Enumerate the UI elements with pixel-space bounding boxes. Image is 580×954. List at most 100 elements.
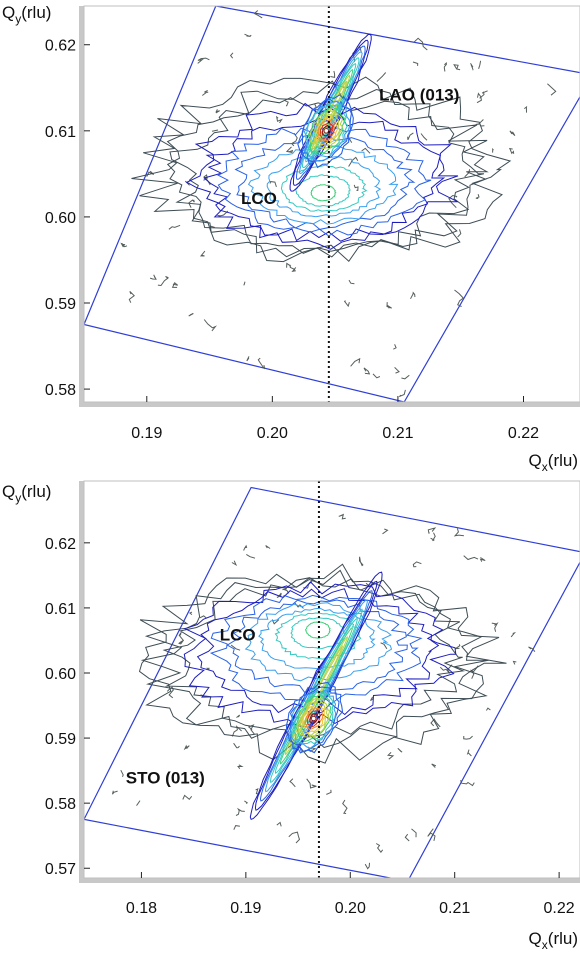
noise-contour [246,356,250,362]
axis-shadow [79,6,580,407]
film-contour [196,588,440,716]
noise-contour [386,302,392,309]
noise-contour [413,37,428,51]
film-contour [131,76,512,263]
substrate-peak-contour [314,115,339,146]
noise-contour [492,147,494,153]
noise-contour [330,70,336,79]
x-axis-title-sub: x [542,460,548,474]
film-contour [166,80,489,258]
plot-frame [83,5,580,403]
x-tick-label: 0.21 [382,425,413,442]
y-axis-title-sub: y [15,491,21,505]
noise-contour [289,778,296,788]
noise-contour [230,644,241,651]
streak-contour [274,617,358,774]
noise-contour [211,129,219,132]
noise-contour [255,787,259,795]
x-tick-label: 0.20 [335,900,366,917]
noise-contour [347,137,353,143]
streak-contour [289,644,344,747]
top-contour-panel: 0.19 0.20 0.21 0.220.580.590.600.610.62 Qy(… [2,3,580,474]
x-axis-title-main: Q [529,451,542,470]
noise-contour [188,313,194,317]
y-axis-title: Qy(rlu) [2,3,51,26]
svg-text:Qx(rlu): Qx(rlu) [529,451,578,474]
noise-contour [439,664,453,674]
streak-contour [298,51,363,175]
noise-contour [476,92,482,104]
noise-contour [370,696,374,702]
y-axis-title-main: Q [2,482,15,501]
noise-contour [326,789,332,796]
x-tick-label: 0.19 [131,425,162,442]
substrate-peak-contour [321,124,331,137]
y-axis-title-unit: (rlu) [21,482,51,501]
noise-contour [350,357,361,367]
noise-contour [427,828,436,842]
noise-contour [188,611,193,615]
noise-contour [443,61,447,72]
plot-frame [83,480,580,879]
noise-contour [401,374,410,380]
noise-contour [291,132,298,147]
y-tick-label: 0.57 [45,861,76,878]
film-contour [183,581,457,728]
x-tick-label: 0.22 [544,900,575,917]
svg-text:Qx(rlu): Qx(rlu) [529,929,578,952]
noise-contour [453,64,461,71]
substrate-peak-contour [312,113,341,149]
substrate-peak-contour [289,686,340,752]
substrate-peak-contour [293,691,334,745]
streak-contour [264,599,368,793]
noise-contour [427,527,437,534]
noise-contour [149,274,157,280]
streak-contour [279,627,353,765]
noise-contour [233,825,240,830]
film-contour [258,607,376,670]
streak-contour [269,608,363,784]
noise-contour [343,300,350,308]
noise-contour [178,639,185,645]
film-contour [247,144,399,225]
noise-contour [510,631,517,638]
noise-contour [229,52,234,59]
svg-text:Qy(rlu): Qy(rlu) [2,482,51,505]
noise-contour [348,279,355,285]
noise-contour [353,184,359,191]
film-contour [203,113,446,242]
noise-contour [430,532,436,542]
noise-contour [253,10,263,19]
noise-contour [380,642,388,650]
noise-contour [485,707,491,711]
film-contour [266,155,382,218]
noise-contour [404,833,410,842]
x-tick-label: 0.21 [439,900,470,917]
noise-contour [269,181,277,188]
noise-contour [466,749,472,757]
noise-contour [197,57,210,64]
noise-contour [215,109,220,114]
noise-contour [398,389,406,398]
noise-contour [275,115,283,124]
y-tick-label: 0.62 [45,536,76,553]
y-axis-title-unit: (rlu) [21,3,51,22]
noise-contour [120,242,128,248]
noise-contour [524,105,528,113]
substrate-peak-contour [304,103,349,157]
film-contour [162,577,465,738]
y-tick-label: 0.60 [45,210,76,227]
noise-contour [243,544,248,551]
noise-contour [431,763,437,768]
substrate-peak-contour [285,681,344,754]
noise-contour [289,264,297,272]
film-contour [310,184,337,202]
noise-contour [479,557,486,562]
noise-contour [470,63,474,71]
noise-contour [454,289,465,308]
streak-contour [289,33,372,192]
noise-contour [285,146,294,153]
y-tick-label: 0.59 [45,296,76,313]
y-axis-title-main: Q [2,3,15,22]
